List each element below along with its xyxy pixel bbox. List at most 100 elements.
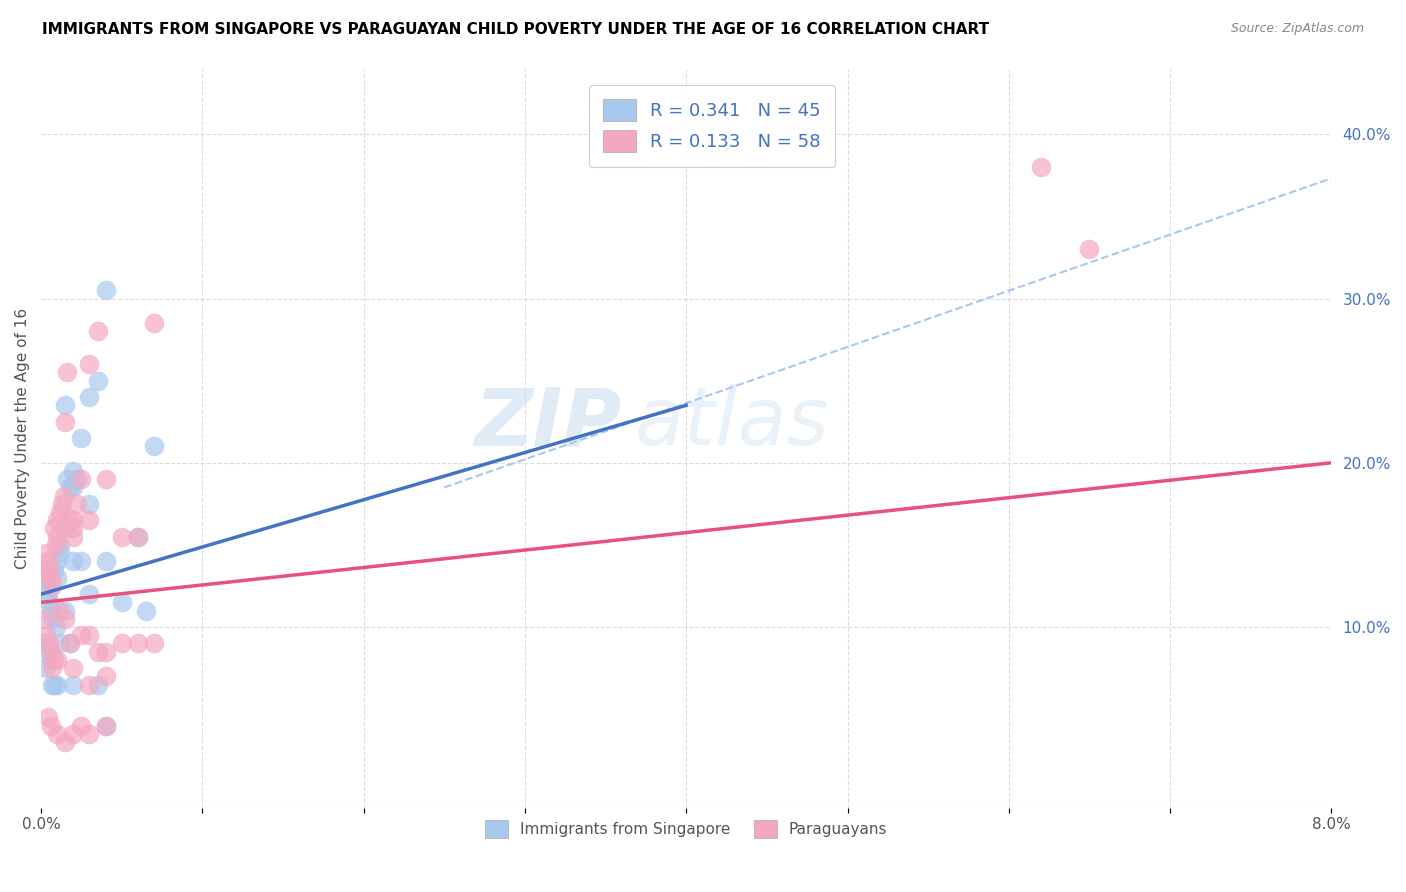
Point	[59, 480, 82, 494]
Point	[79, 587, 101, 601]
Point	[53, 398, 76, 412]
Point	[35, 546, 58, 560]
Text: atlas: atlas	[634, 384, 830, 462]
Point	[46, 554, 69, 568]
Point	[1029, 160, 1052, 174]
Point	[38, 645, 60, 659]
Point	[46, 727, 69, 741]
Point	[41, 612, 63, 626]
Point	[70, 628, 93, 642]
Text: IMMIGRANTS FROM SINGAPORE VS PARAGUAYAN CHILD POVERTY UNDER THE AGE OF 16 CORREL: IMMIGRANTS FROM SINGAPORE VS PARAGUAYAN …	[42, 22, 990, 37]
Point	[51, 497, 73, 511]
Point	[127, 530, 149, 544]
Point	[79, 390, 101, 404]
Point	[39, 718, 62, 732]
Point	[45, 620, 67, 634]
Point	[52, 521, 75, 535]
Point	[45, 538, 67, 552]
Point	[111, 595, 134, 609]
Point	[53, 415, 76, 429]
Point	[79, 628, 101, 642]
Point	[70, 472, 93, 486]
Point	[79, 727, 101, 741]
Point	[86, 374, 108, 388]
Point	[49, 505, 72, 519]
Point	[143, 316, 166, 330]
Point	[94, 669, 117, 683]
Point	[46, 677, 69, 691]
Point	[34, 636, 56, 650]
Point	[62, 480, 84, 494]
Point	[49, 636, 72, 650]
Point	[49, 604, 72, 618]
Point	[94, 554, 117, 568]
Point	[143, 636, 166, 650]
Point	[38, 636, 60, 650]
Point	[1078, 242, 1101, 256]
Point	[79, 357, 101, 371]
Point	[79, 497, 101, 511]
Point	[46, 653, 69, 667]
Point	[37, 587, 59, 601]
Point	[79, 677, 101, 691]
Point	[35, 579, 58, 593]
Point	[70, 554, 93, 568]
Point	[39, 653, 62, 667]
Point	[35, 628, 58, 642]
Point	[111, 530, 134, 544]
Point	[42, 521, 65, 535]
Point	[53, 612, 76, 626]
Point	[46, 513, 69, 527]
Point	[59, 513, 82, 527]
Y-axis label: Child Poverty Under the Age of 16: Child Poverty Under the Age of 16	[15, 308, 30, 569]
Point	[86, 645, 108, 659]
Point	[41, 579, 63, 593]
Point	[62, 464, 84, 478]
Point	[79, 513, 101, 527]
Legend: Immigrants from Singapore, Paraguayans: Immigrants from Singapore, Paraguayans	[479, 814, 893, 845]
Point	[41, 661, 63, 675]
Text: Source: ZipAtlas.com: Source: ZipAtlas.com	[1230, 22, 1364, 36]
Point	[94, 718, 117, 732]
Point	[59, 636, 82, 650]
Point	[35, 661, 58, 675]
Point	[86, 677, 108, 691]
Point	[62, 554, 84, 568]
Point	[39, 604, 62, 618]
Point	[37, 554, 59, 568]
Point	[62, 521, 84, 535]
Point	[42, 563, 65, 577]
Point	[41, 677, 63, 691]
Point	[52, 489, 75, 503]
Point	[34, 571, 56, 585]
Point	[94, 645, 117, 659]
Point	[56, 366, 79, 380]
Point	[111, 636, 134, 650]
Point	[46, 530, 69, 544]
Point	[70, 431, 93, 445]
Point	[49, 538, 72, 552]
Point	[37, 710, 59, 724]
Point	[94, 718, 117, 732]
Point	[39, 571, 62, 585]
Point	[143, 439, 166, 453]
Point	[127, 636, 149, 650]
Point	[46, 571, 69, 585]
Point	[53, 735, 76, 749]
Point	[49, 546, 72, 560]
Point	[62, 727, 84, 741]
Point	[62, 513, 84, 527]
Point	[42, 677, 65, 691]
Point	[38, 563, 60, 577]
Point	[127, 530, 149, 544]
Point	[62, 677, 84, 691]
Point	[65, 497, 87, 511]
Text: ZIP: ZIP	[474, 384, 621, 462]
Point	[38, 595, 60, 609]
Point	[94, 472, 117, 486]
Point	[56, 472, 79, 486]
Point	[39, 645, 62, 659]
Point	[53, 604, 76, 618]
Point	[86, 324, 108, 338]
Point	[135, 604, 157, 618]
